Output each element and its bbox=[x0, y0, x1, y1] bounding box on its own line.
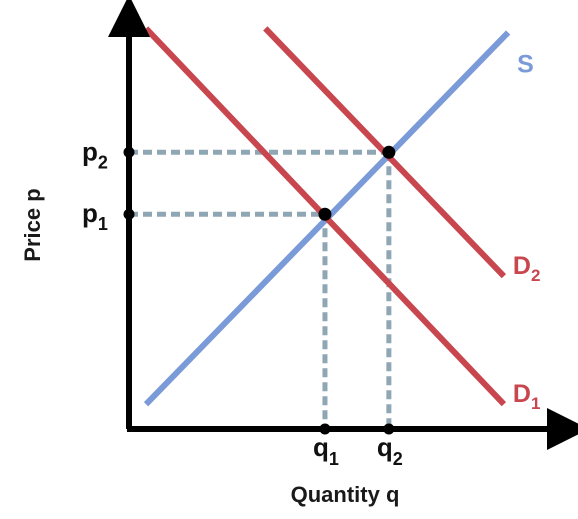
d2-curve-label: D2 bbox=[513, 252, 541, 285]
y-tick-label-1: p1 bbox=[82, 198, 108, 234]
s-curve-label: S bbox=[517, 51, 534, 79]
y-tick-label-2: p2 bbox=[82, 136, 108, 172]
equilibrium-points bbox=[123, 145, 396, 435]
equilibrium-point-1 bbox=[318, 207, 332, 221]
x-tick-dot-2 bbox=[383, 423, 395, 435]
x-axis-title: Quantity q bbox=[291, 482, 400, 507]
x-tick-label-1: q1 bbox=[313, 432, 339, 469]
y-axis-title: Price p bbox=[20, 188, 45, 261]
y-tick-dot-2 bbox=[123, 146, 135, 158]
axes bbox=[108, 0, 578, 450]
x-tick-dot-1 bbox=[319, 423, 331, 435]
guide-lines bbox=[129, 149, 392, 429]
equilibrium-point-2 bbox=[382, 145, 396, 159]
x-tick-label-2: q2 bbox=[377, 432, 403, 469]
d1-curve-label: D1 bbox=[513, 380, 541, 413]
labels: S D1 D2 p1 q1 p2 q2 bbox=[82, 51, 540, 469]
y-tick-dot-1 bbox=[123, 208, 135, 220]
